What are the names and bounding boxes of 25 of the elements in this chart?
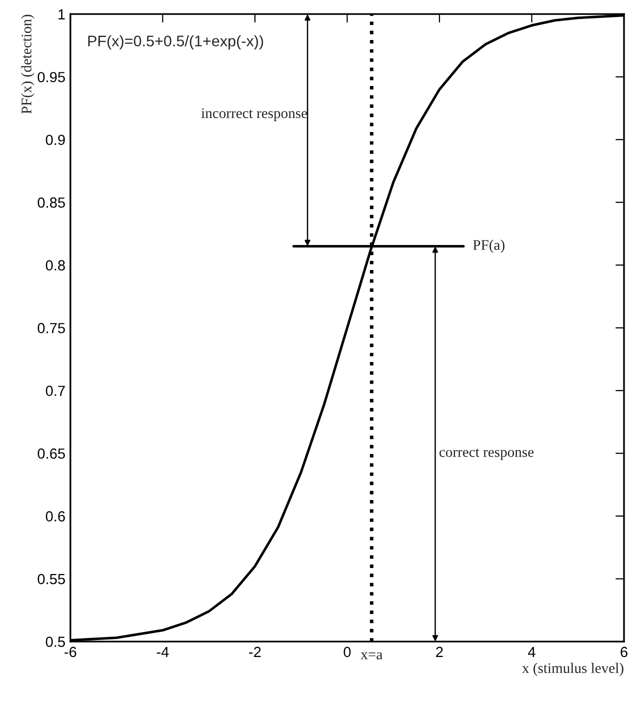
y-tick-label: 0.6 <box>46 511 65 522</box>
ref-line-label: x=a <box>360 652 382 660</box>
annotation: PF(x)=0.5+0.5/(1+exp(-x)) <box>88 35 264 50</box>
y-tick-label: 0.7 <box>46 386 65 396</box>
annotation: PF(a) <box>473 240 504 253</box>
x-tick-label: -4 <box>156 646 169 657</box>
y-tick-label: 1 <box>58 9 65 20</box>
y-tick-label: 0.5 <box>46 636 65 647</box>
y-tick-label: 0.65 <box>38 448 65 459</box>
y-tick-label: 0.55 <box>38 574 65 584</box>
annotation: correct response <box>439 448 534 460</box>
x-tick-label: -2 <box>249 646 261 657</box>
x-tick-label: 6 <box>620 646 628 658</box>
x-tick-label: 0 <box>344 646 351 658</box>
x-tick-label: -6 <box>64 646 76 658</box>
y-axis-title: PF(x) (detection) <box>21 14 34 114</box>
x-tick-label: 2 <box>436 646 443 657</box>
y-tick-label: 0.75 <box>38 322 65 334</box>
x-axis-title: x (stimulus level) <box>522 662 624 676</box>
x-tick-label: 4 <box>528 646 536 657</box>
y-tick-label: 0.9 <box>46 134 65 146</box>
y-tick-label: 0.95 <box>38 72 65 82</box>
y-tick-label: 0.8 <box>46 260 65 271</box>
y-tick-label: 0.85 <box>38 197 65 208</box>
annotation: incorrect response <box>201 108 308 122</box>
